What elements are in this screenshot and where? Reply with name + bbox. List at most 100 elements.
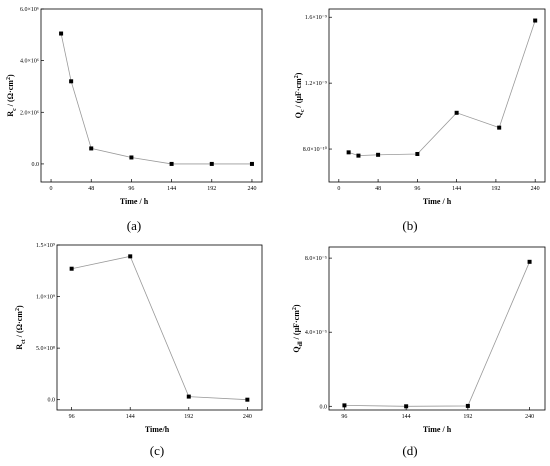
data-point <box>454 110 459 115</box>
panel-label: (b) <box>402 218 417 233</box>
data-point <box>527 259 532 264</box>
y-tick-label: 1.2×10⁻⁹ <box>305 81 327 87</box>
y-axis-title-unit: / (μF·cm <box>292 310 301 342</box>
y-tick-label: 6.0×10⁶ <box>20 7 39 13</box>
y-axis-title-sup: 2 <box>15 308 21 311</box>
panel-d: 96 144 192 240 0.0 4.0×10⁻⁵ 8.0×10⁻⁵ Time / h Qd… <box>292 246 546 458</box>
y-tick-label: 4.0×10⁻⁵ <box>305 330 327 336</box>
y-tick-label: 8.0×10⁻¹⁰ <box>303 146 328 153</box>
y-axis-title-main: Q <box>294 112 303 118</box>
y-axis-title-unit: / (μF·cm <box>294 78 303 110</box>
data-point <box>209 161 214 166</box>
y-axis-title-sup: 2 <box>6 77 12 80</box>
data-point <box>415 151 420 156</box>
panel-c: 96 144 192 240 0.0 5.0×10⁸ 1.0×10⁹ 1.5×10⁹ Time/… <box>15 243 263 458</box>
x-tick-label: 96 <box>341 414 347 420</box>
x-tick-label: 0 <box>50 186 53 192</box>
y-tick-label: 1.6×10⁻⁹ <box>305 15 327 21</box>
x-tick-label: 240 <box>243 414 252 420</box>
x-tick-label: 144 <box>452 186 461 192</box>
data-point <box>69 79 74 84</box>
y-tick-label: 0.0 <box>32 162 40 168</box>
y-tick-label: 8.0×10⁻⁵ <box>305 256 327 262</box>
data-point <box>249 161 254 166</box>
x-axis-title: Time / h <box>423 425 452 434</box>
series-line <box>60 33 252 165</box>
data-point <box>129 155 134 160</box>
panel-a: 0 48 96 144 192 240 0.0 2.0×10⁶ 4.0×10⁶ 6.0×10⁶ Ti… <box>6 7 263 233</box>
data-point <box>186 394 191 399</box>
x-tick-label: 144 <box>402 414 411 420</box>
data-point <box>89 146 94 151</box>
series-line <box>71 255 248 401</box>
data-point <box>59 31 64 36</box>
y-axis-title-sup: 2 <box>294 75 300 78</box>
y-axis-title-tail: ) <box>294 72 303 75</box>
data-point <box>497 125 502 130</box>
y-axis-title-sub: c <box>12 108 18 111</box>
data-point <box>356 153 361 158</box>
y-axis-title-unit: / (Ω·cm <box>15 311 24 340</box>
data-point <box>245 397 250 402</box>
y-axis-title-sub: dl <box>298 341 304 346</box>
data-point <box>342 403 347 408</box>
y-axis-title-unit: / (Ω·cm <box>6 80 15 109</box>
y-axis-title-sub: ct <box>21 339 27 344</box>
x-tick-label: 192 <box>491 186 500 192</box>
y-axis-title-tail: ) <box>6 74 15 77</box>
data-point <box>465 403 470 408</box>
y-axis-title: Qc / (μF·cm2) <box>294 72 306 118</box>
x-tick-label: 240 <box>525 414 534 420</box>
y-axis-title-main: R <box>15 344 24 350</box>
y-tick-label: 4.0×10⁶ <box>20 59 39 65</box>
y-axis-title-main: R <box>6 111 15 117</box>
x-tick-label: 192 <box>184 414 193 420</box>
x-axis-title: Time/h <box>145 425 170 434</box>
plot-frame <box>328 8 546 183</box>
x-tick-label: 48 <box>375 186 381 192</box>
panel-label: (d) <box>402 443 417 458</box>
data-point <box>69 266 74 271</box>
y-axis-title-sub: c <box>300 109 306 112</box>
x-tick-label: 0 <box>337 186 340 192</box>
data-point <box>404 404 409 409</box>
x-tick-label: 96 <box>69 414 75 420</box>
series-line <box>348 20 536 157</box>
y-tick-label: 1.5×10⁹ <box>36 243 55 249</box>
panel-label: (a) <box>127 218 141 233</box>
x-tick-label: 96 <box>414 186 420 192</box>
series-line <box>344 261 530 407</box>
y-axis-title: Rc / (Ω·cm2) <box>6 74 18 117</box>
x-axis-title: Time / h <box>120 197 149 206</box>
x-tick-label: 48 <box>88 186 94 192</box>
panel-b: 0 48 96 144 192 240 8.0×10⁻¹⁰ 1.2×10⁻⁹ 1.6×10⁻⁹ T… <box>294 8 546 233</box>
y-axis-title-sup: 2 <box>292 307 298 310</box>
x-tick-label: 144 <box>126 414 135 420</box>
y-axis-title-main: Q <box>292 346 301 352</box>
data-point <box>128 254 133 259</box>
data-point <box>169 161 174 166</box>
y-tick-label: 5.0×10⁸ <box>36 346 55 352</box>
y-tick-label: 2.0×10⁶ <box>20 110 39 116</box>
data-point <box>533 18 538 23</box>
x-tick-label: 96 <box>128 186 134 192</box>
y-axis-title-tail: ) <box>292 304 301 307</box>
x-tick-label: 240 <box>247 186 256 192</box>
x-tick-label: 240 <box>531 186 540 192</box>
data-point <box>346 150 351 155</box>
x-tick-label: 192 <box>463 414 472 420</box>
x-tick-label: 144 <box>167 186 176 192</box>
y-axis-title-tail: ) <box>15 305 24 308</box>
plot-frame <box>40 8 263 183</box>
y-tick-label: 0.0 <box>320 404 328 410</box>
y-tick-label: 0.0 <box>48 398 56 404</box>
plot-frame <box>328 246 546 411</box>
y-axis-title: Qdl / (μF·cm2) <box>292 304 304 352</box>
y-tick-label: 1.0×10⁹ <box>36 295 55 301</box>
y-axis-title: Rct / (Ω·cm2) <box>15 305 27 350</box>
x-tick-label: 192 <box>207 186 216 192</box>
x-axis-title: Time / h <box>423 197 452 206</box>
data-point <box>376 152 381 157</box>
panel-label: (c) <box>150 443 164 458</box>
